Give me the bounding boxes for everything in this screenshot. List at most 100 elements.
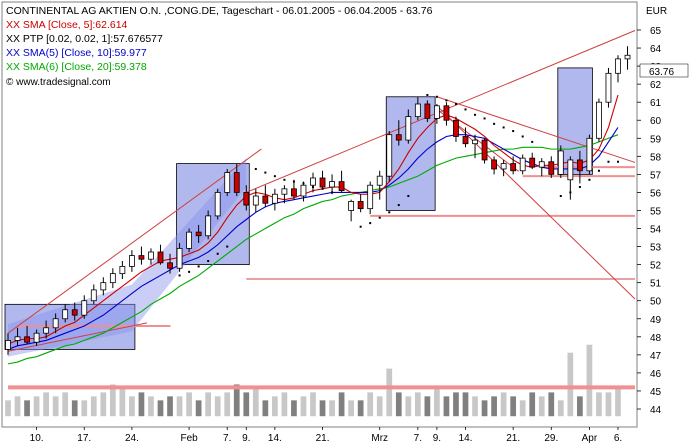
volume-bar [424,396,431,417]
candle [186,228,192,252]
ptp-dot [597,169,600,172]
candle-body [138,255,145,260]
candle [329,174,335,195]
volume-bar [338,392,345,417]
volume-bar [33,396,40,417]
candle [148,248,154,265]
x-tick-label: 14. [268,433,282,444]
candle-body [33,332,40,343]
candle [529,152,536,169]
x-tick-label: 9. [242,433,250,444]
candle-body [434,105,440,119]
volume-bar [529,392,536,417]
candle-body [472,139,478,145]
volume-bar [615,388,621,417]
volume-bar [186,392,192,417]
y-tick-label: 44 [650,405,662,416]
candle [157,244,164,265]
candle [624,46,631,70]
ptp-dot [388,211,391,214]
legend-sma20-text: XX SMA(6) [Close, 20]:59.378 [6,61,147,73]
candle-body [576,159,583,172]
y-tick-label: 47 [650,351,662,362]
volume-bar [395,392,402,417]
candle [596,98,602,142]
candle-body [195,231,202,237]
candle [462,127,469,148]
ptp-dot [531,140,534,143]
ptp-dot [264,171,267,174]
x-tick-label: 9. [433,433,441,444]
candle [424,100,431,123]
candle [214,188,221,220]
ptp-dot [474,113,477,116]
trend-channel-band [8,158,247,357]
volume-bar [519,400,526,417]
candle-body [81,300,88,316]
candle-body [310,177,316,186]
candle-body [529,157,536,168]
volume-bar [500,392,507,417]
volume-bar [414,392,421,417]
volume-bar [24,400,30,417]
candle-body [176,247,183,269]
volume-bar [310,392,316,417]
x-tick-label: 24. [125,433,139,444]
ptp-dot [483,117,486,120]
candle-body [491,159,497,170]
y-tick-label: 56 [650,188,662,199]
candle [119,261,126,280]
candle [43,320,50,339]
legend-ptp-text: XX PTP [0.02, 0.02, 1]:57.676577 [6,33,163,45]
ptp-dot [588,178,591,181]
candle [605,67,612,108]
candle [319,170,326,189]
candle-body [148,251,154,260]
candle-body [519,157,526,172]
legend-sma5: XX SMA [Close, 5]:62.614 [6,18,127,32]
volume-bar [233,384,240,417]
y-tick-label: 61 [650,98,662,109]
volume-bar [577,396,583,417]
candle [367,181,374,215]
candle-body [24,336,30,343]
y-tick-label: 52 [650,261,662,272]
volume-bar [510,396,517,417]
ptp-dot [378,216,381,219]
ptp-dot [578,186,581,189]
x-tick-label: 21. [506,433,520,444]
candle-body [319,177,326,188]
volume-bar [272,396,278,417]
ptp-dot [369,222,372,225]
volume-bar [90,396,97,417]
volume-bar [348,400,354,417]
candle [615,55,621,83]
last-price-label: 63.76 [649,67,674,78]
candle-body [252,195,259,206]
volume-bar [472,396,478,417]
candle [405,109,412,144]
candle-body [281,188,288,195]
volume-bar [386,368,393,417]
volume-bar [548,392,555,417]
candle [357,194,364,213]
candle-body [186,231,192,249]
trendline [436,105,636,300]
candle-body [548,161,555,175]
candle [500,159,507,177]
ptp-dot [188,270,191,273]
candle [109,268,116,289]
volume-bars [5,344,621,417]
candle-body [119,266,126,275]
candle [138,246,145,265]
x-tick-label: 17. [77,433,91,444]
candle-body [62,309,69,320]
ptp-dot [521,135,524,138]
candle-body [376,175,383,186]
volume-bar [148,396,154,417]
y-tick-label: 58 [650,152,662,163]
volume-bar [109,384,116,417]
ptp-dot [359,225,362,228]
